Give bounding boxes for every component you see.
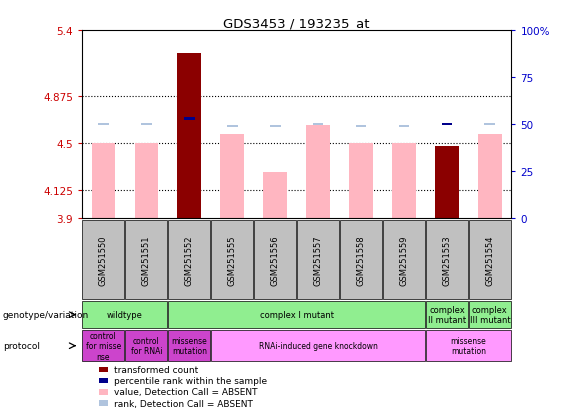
Bar [263, 173, 287, 219]
Bar [441, 124, 452, 126]
Text: protocol: protocol [3, 342, 40, 350]
Text: transformed count: transformed count [114, 365, 198, 374]
Bar [478, 135, 502, 219]
Text: control
for RNAi: control for RNAi [131, 336, 162, 356]
Text: GSM251556: GSM251556 [271, 235, 280, 285]
Text: RNAi-induced gene knockdown: RNAi-induced gene knockdown [259, 342, 377, 350]
Bar [392, 144, 416, 219]
Bar [134, 144, 158, 219]
Bar [349, 144, 373, 219]
Text: wildtype: wildtype [107, 311, 143, 319]
Text: GSM251558: GSM251558 [357, 235, 366, 285]
Text: complex
II mutant: complex II mutant [428, 305, 466, 325]
Text: value, Detection Call = ABSENT: value, Detection Call = ABSENT [114, 387, 257, 396]
Bar [184, 118, 194, 121]
Bar [220, 135, 244, 219]
Bar [98, 124, 108, 126]
Bar [398, 126, 409, 128]
Text: GSM251552: GSM251552 [185, 235, 194, 285]
Text: GSM251553: GSM251553 [442, 235, 451, 285]
Text: GSM251557: GSM251557 [314, 235, 323, 285]
Text: GSM251554: GSM251554 [485, 235, 494, 285]
Text: rank, Detection Call = ABSENT: rank, Detection Call = ABSENT [114, 399, 253, 408]
Bar [312, 124, 323, 126]
Bar [484, 124, 495, 126]
Bar [177, 54, 201, 219]
Title: GDS3453 / 193235_at: GDS3453 / 193235_at [223, 17, 370, 30]
Bar [141, 124, 151, 126]
Text: complex
III mutant: complex III mutant [470, 305, 510, 325]
Text: genotype/variation: genotype/variation [3, 311, 89, 319]
Text: control
for misse
nse: control for misse nse [86, 331, 121, 361]
Bar [270, 126, 280, 128]
Bar [92, 144, 115, 219]
Bar [356, 126, 366, 128]
Bar [435, 146, 459, 219]
Text: percentile rank within the sample: percentile rank within the sample [114, 376, 267, 385]
Text: missense
mutation: missense mutation [171, 336, 207, 356]
Text: complex I mutant: complex I mutant [260, 311, 333, 319]
Text: GSM251550: GSM251550 [99, 235, 108, 285]
Bar [306, 126, 330, 219]
Text: GSM251559: GSM251559 [399, 235, 408, 285]
Text: GSM251551: GSM251551 [142, 235, 151, 285]
Text: missense
mutation: missense mutation [450, 336, 486, 356]
Text: GSM251555: GSM251555 [228, 235, 237, 285]
Bar [227, 126, 237, 128]
